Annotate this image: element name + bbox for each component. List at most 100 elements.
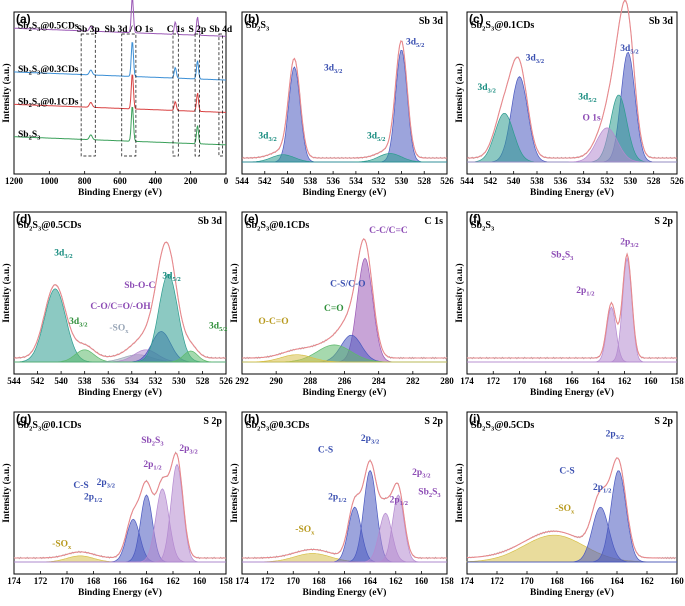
peak-annotation: Sb2S3 [551,250,574,262]
x-tick-label: 160 [193,576,207,586]
sample-name: Sb2S3 [246,20,270,33]
fit-component [242,66,447,163]
x-axis-label: Binding Energy (eV) [530,387,614,398]
x-tick-label: 164 [363,576,377,586]
x-tick-label: 200 [184,176,198,186]
x-tick-label: 800 [78,176,92,186]
fit-component [467,257,677,363]
sample-name: Sb2S3@0.3CDs [246,420,309,433]
fit-envelope [14,452,226,559]
peak-annotation: 3d5/2 [162,271,180,283]
panel-b: (b) Sb 3d Sb2S3 544 542 540 538 536 534 532 530 528… [235,11,454,198]
x-tick-label: 534 [125,376,139,386]
x-axis-label: Binding Energy (eV) [530,187,614,198]
x-tick-label: 170 [60,576,74,586]
sample-name: Sb2S3@0.5CDs [471,420,534,433]
sample-name: Sb2S3@0.1CDs [471,20,534,33]
peak-annotation: 2p1/2 [593,483,611,495]
x-tick-label: 164 [592,376,606,386]
peak-annotation: 2p3/2 [361,434,379,446]
x-axis-label: Binding Energy (eV) [78,387,162,398]
survey-series [13,74,226,113]
x-tick-label: 538 [530,176,544,186]
x-tick-label: 286 [338,376,352,386]
region-box [121,33,137,157]
fit-component [242,153,447,163]
fit-component [242,354,447,363]
panel-h: (h) S 2p Sb2S3@0.3CDs 174 172 170 168 166 164 162… [229,411,454,598]
plot-frame [466,411,678,575]
peak-annotation: 2p3/2 [179,444,197,456]
x-tick-label: 1200 [5,176,24,186]
x-tick-label: 174 [235,576,249,586]
peak-annotation: -SOx [109,323,129,335]
peak-annotation: -SOx [52,539,72,551]
fit-envelope [467,252,677,359]
panel-label: (f) [469,212,481,226]
x-tick-label: 540 [281,176,295,186]
plot-frame [241,11,448,175]
region-box [218,33,223,157]
fit-envelope [242,238,447,359]
peak-annotation: C-S [559,467,574,477]
fit-component [242,49,447,163]
x-tick-label: 532 [149,376,163,386]
x-tick-label: 158 [219,576,233,586]
panel-f: (f) S 2p Sb2S3 174 172 170 168 166 164 162 160 158 B… [454,211,684,398]
region-box [172,33,179,157]
x-axis-label: Binding Energy (eV) [530,587,614,598]
peak-annotation: O 1s [583,114,602,124]
panel-a: (a) 1200 1000 800 600 400 200 0 Binding Energy (… [1,0,233,198]
x-tick-label: 160 [644,376,658,386]
peak-annotation: -SOx [555,504,575,516]
fit-envelope [242,459,447,559]
y-axis-label: Intensity (a.u.) [229,463,240,522]
peak-annotation: 2p1/2 [390,496,408,508]
x-axis-label: Binding Energy (eV) [303,387,387,398]
x-tick-label: 166 [565,376,579,386]
x-tick-label: 170 [520,576,534,586]
x-tick-label: 528 [417,176,431,186]
x-tick-label: 544 [235,176,249,186]
x-tick-label: 542 [484,176,498,186]
x-tick-label: 540 [54,376,68,386]
peak-annotation: 2p1/2 [576,286,594,298]
peak-annotation: C-S [318,446,333,456]
x-tick-label: 530 [172,376,186,386]
x-tick-label: 538 [304,176,318,186]
panel-label: (c) [469,12,484,26]
x-tick-label: 166 [338,576,352,586]
peak-annotation: 2p3/2 [97,478,115,490]
x-tick-label: 530 [395,176,409,186]
x-tick-label: 532 [600,176,614,186]
x-tick-label: 166 [113,576,127,586]
x-tick-label: 536 [326,176,340,186]
chart-title: S 2p [654,416,673,427]
x-axis-label: Binding Energy (eV) [303,187,387,198]
peak-annotation: 3d5/2 [406,37,424,49]
x-tick-label: 174 [460,376,474,386]
x-axis-label: Binding Energy (eV) [78,587,162,598]
survey-series [13,42,226,81]
peak-annotation: 3d3/2 [258,131,276,143]
fit-envelope [466,457,676,559]
x-tick-label: 168 [87,576,101,586]
region-label: Sb 3d / O 1s [105,25,154,35]
fit-component [14,350,226,363]
raw-spectrum [13,451,227,560]
peak-annotation: C-C/C=C [369,226,408,236]
x-axis-label: Binding Energy (eV) [78,187,162,198]
x-tick-label: 172 [490,576,504,586]
fit-component [467,112,677,163]
y-axis-label: Intensity (a.u.) [1,463,12,522]
peak-annotation: 3d3/2 [54,249,72,260]
peak-annotation: C-S/C-O [330,280,365,290]
survey-series [14,0,226,37]
x-tick-label: 288 [304,376,318,386]
chart-title: S 2p [424,416,443,427]
x-tick-label: 532 [372,176,386,186]
peak-annotation: Sb2S3 [141,436,164,448]
x-tick-label: 172 [34,576,48,586]
panel-label: (b) [244,12,259,26]
